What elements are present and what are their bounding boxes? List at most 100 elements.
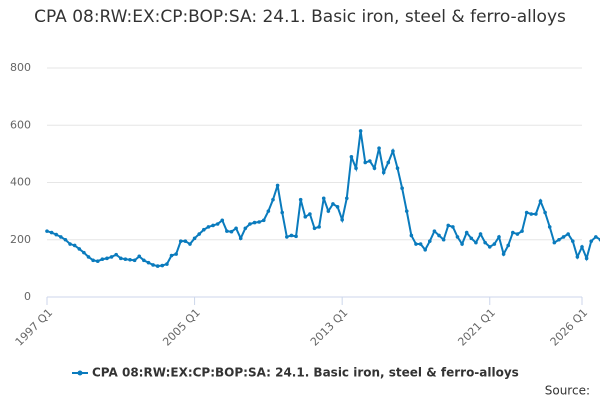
point (349, 154, 354, 159)
point (63, 237, 68, 242)
point (335, 205, 340, 209)
point (197, 232, 201, 236)
point (261, 218, 266, 223)
point (451, 225, 455, 229)
point (308, 212, 312, 216)
point (142, 258, 146, 263)
point (192, 236, 197, 241)
point (594, 235, 598, 239)
point (54, 232, 59, 237)
legend-label: CPA 08:RW:EX:CP:BOP:SA: 24.1. Basic iron… (92, 366, 519, 380)
point (423, 247, 427, 252)
point (391, 149, 395, 153)
point (155, 264, 160, 268)
point (428, 239, 432, 243)
point (474, 240, 478, 245)
point (77, 247, 82, 251)
point (561, 235, 566, 239)
y-tick-label: 200 (10, 233, 31, 246)
point (95, 259, 100, 264)
point (271, 197, 275, 202)
point (524, 210, 529, 215)
point (589, 239, 594, 243)
point (317, 225, 321, 229)
point (303, 215, 308, 219)
legend-marker (77, 370, 83, 376)
point (326, 209, 331, 213)
point (368, 159, 372, 163)
point (206, 225, 211, 229)
point (511, 230, 515, 235)
point (118, 256, 123, 261)
point (437, 233, 441, 238)
point (257, 220, 261, 224)
x-tick-label: 1997 Q1 (13, 306, 56, 349)
point (280, 210, 285, 215)
point (575, 255, 580, 259)
point (547, 225, 552, 229)
point (266, 209, 271, 213)
point (220, 218, 225, 223)
y-tick-label: 600 (10, 118, 31, 131)
point (86, 255, 91, 259)
point (483, 240, 487, 245)
x-tick-label: 2021 Q1 (455, 306, 498, 349)
point (100, 257, 105, 262)
point (49, 230, 54, 235)
point (248, 222, 252, 226)
point (188, 242, 192, 246)
x-tick-label: 2013 Q1 (308, 306, 351, 349)
y-tick-label: 0 (24, 290, 31, 303)
point (501, 252, 506, 256)
point (455, 235, 460, 239)
point (183, 239, 188, 243)
point (174, 252, 178, 256)
point (340, 217, 344, 222)
point (566, 232, 570, 236)
point (395, 166, 400, 170)
point (381, 170, 386, 175)
point (234, 226, 238, 231)
point (91, 258, 95, 263)
point (252, 220, 257, 225)
point (446, 223, 451, 228)
point (215, 222, 220, 226)
point (243, 226, 248, 231)
point (552, 240, 557, 245)
point (45, 229, 49, 233)
point (211, 223, 215, 228)
point (238, 236, 243, 241)
point (331, 202, 335, 206)
point (312, 226, 317, 231)
point (543, 210, 547, 215)
point (570, 239, 575, 243)
point (132, 258, 137, 263)
point (68, 242, 72, 246)
point (128, 257, 132, 262)
point (557, 237, 561, 242)
point (72, 243, 77, 248)
point (275, 183, 280, 188)
x-tick-label: 2005 Q1 (160, 306, 203, 349)
point (298, 197, 303, 202)
point (114, 252, 118, 257)
point (377, 146, 381, 150)
y-tick-label: 800 (10, 61, 31, 74)
point (478, 232, 483, 236)
point (202, 227, 206, 232)
point (441, 237, 446, 242)
point (354, 166, 358, 170)
point (464, 230, 469, 235)
point (580, 245, 584, 249)
point (285, 235, 289, 239)
point (469, 236, 474, 241)
point (146, 260, 151, 265)
point (386, 160, 391, 165)
point (344, 196, 349, 201)
chart-title: CPA 08:RW:EX:CP:BOP:SA: 24.1. Basic iron… (34, 7, 566, 27)
point (321, 196, 326, 201)
point (584, 256, 589, 261)
point (418, 242, 423, 246)
